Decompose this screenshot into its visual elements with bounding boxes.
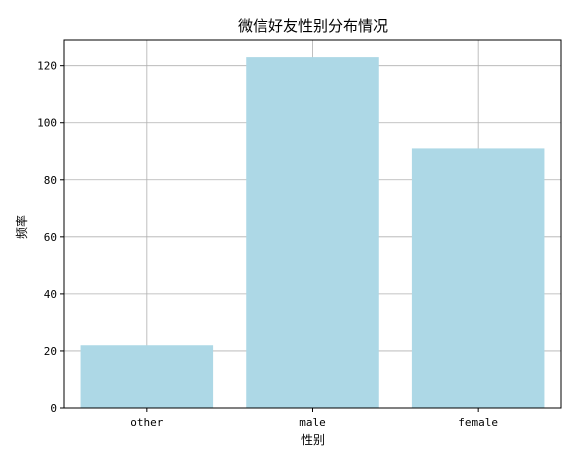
y-tick-label: 20 xyxy=(44,345,57,358)
chart-title: 微信好友性别分布情况 xyxy=(238,17,388,35)
x-axis-label: 性别 xyxy=(301,433,325,447)
y-tick-label: 60 xyxy=(44,231,57,244)
bar-female xyxy=(411,148,545,408)
axis-ticks: other male female 0 20 40 60 80 100 120 xyxy=(37,60,498,429)
x-tick-label: female xyxy=(458,416,498,429)
bar-male xyxy=(246,57,379,409)
y-axis-label: 频率 xyxy=(14,215,29,239)
y-tick-label: 40 xyxy=(44,288,57,301)
x-tick-label: male xyxy=(299,416,326,429)
y-tick-label: 0 xyxy=(50,402,57,415)
bar-other xyxy=(80,345,214,408)
x-tick-label: other xyxy=(130,416,163,429)
y-tick-label: 120 xyxy=(37,60,57,73)
y-tick-label: 80 xyxy=(44,174,57,187)
y-tick-label: 100 xyxy=(37,117,57,130)
bars xyxy=(80,57,545,409)
